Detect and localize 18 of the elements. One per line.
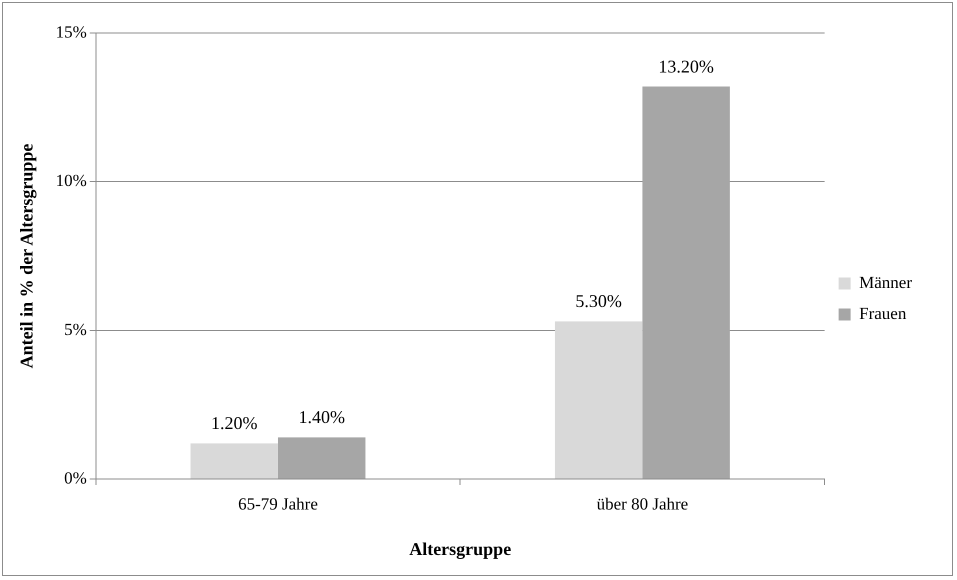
bar xyxy=(642,86,730,478)
y-tick-label: 10% xyxy=(56,171,87,190)
data-label: 13.20% xyxy=(658,56,714,76)
data-label: 5.30% xyxy=(575,291,622,312)
data-label: 1.20% xyxy=(210,413,258,434)
bar xyxy=(190,443,278,478)
y-tick-label: 0% xyxy=(64,468,87,488)
data-label: 1.40% xyxy=(298,407,345,428)
y-tick-label: 15% xyxy=(56,22,87,42)
bar xyxy=(278,437,366,478)
y-axis-title: Anteil in % der Altersgruppe xyxy=(16,144,36,368)
bar xyxy=(554,321,642,478)
legend-label: Frauen xyxy=(859,304,907,323)
x-tick-label: über 80 Jahre xyxy=(596,494,688,514)
x-tick-label: 65-79 Jahre xyxy=(238,494,318,514)
x-axis-title: Altersgruppe xyxy=(409,538,512,559)
legend-label: Männer xyxy=(859,272,912,292)
y-tick-label: 5% xyxy=(64,320,87,339)
